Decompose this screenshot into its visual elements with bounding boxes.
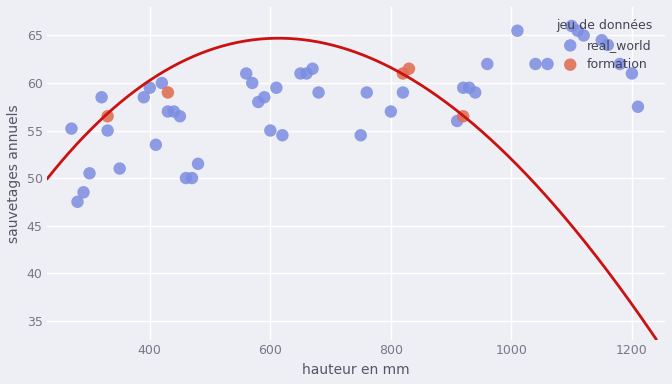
real_world xyxy=(187,175,198,181)
real_world xyxy=(482,61,493,67)
formation xyxy=(102,113,113,119)
real_world xyxy=(579,32,589,38)
real_world xyxy=(144,84,155,91)
real_world xyxy=(163,108,173,114)
real_world xyxy=(458,84,468,91)
real_world xyxy=(614,61,625,67)
real_world xyxy=(542,61,553,67)
real_world xyxy=(84,170,95,176)
real_world xyxy=(355,132,366,138)
real_world xyxy=(362,89,372,96)
formation xyxy=(398,70,409,76)
real_world xyxy=(573,28,583,34)
formation xyxy=(163,89,173,96)
real_world xyxy=(470,89,480,96)
real_world xyxy=(157,80,167,86)
formation xyxy=(404,66,415,72)
real_world xyxy=(241,70,251,76)
real_world xyxy=(301,70,312,76)
real_world xyxy=(398,89,409,96)
real_world xyxy=(452,118,462,124)
formation xyxy=(458,113,468,119)
Legend: real_world, formation: real_world, formation xyxy=(550,13,659,77)
real_world xyxy=(602,42,613,48)
real_world xyxy=(66,126,77,132)
real_world xyxy=(114,166,125,172)
real_world xyxy=(530,61,541,67)
real_world xyxy=(193,161,204,167)
real_world xyxy=(169,108,179,114)
real_world xyxy=(271,84,282,91)
real_world xyxy=(181,175,192,181)
real_world xyxy=(102,127,113,134)
real_world xyxy=(386,108,396,114)
real_world xyxy=(307,66,318,72)
real_world xyxy=(464,84,474,91)
real_world xyxy=(313,89,324,96)
real_world xyxy=(597,37,607,43)
real_world xyxy=(295,70,306,76)
Y-axis label: sauvetages annuels: sauvetages annuels xyxy=(7,104,21,243)
real_world xyxy=(512,28,523,34)
real_world xyxy=(72,199,83,205)
X-axis label: hauteur en mm: hauteur en mm xyxy=(302,363,410,377)
real_world xyxy=(626,70,637,76)
real_world xyxy=(632,104,643,110)
real_world xyxy=(277,132,288,138)
real_world xyxy=(151,142,161,148)
real_world xyxy=(96,94,107,100)
real_world xyxy=(247,80,257,86)
real_world xyxy=(175,113,185,119)
real_world xyxy=(138,94,149,100)
real_world xyxy=(265,127,276,134)
real_world xyxy=(259,94,269,100)
real_world xyxy=(78,189,89,195)
real_world xyxy=(566,23,577,29)
real_world xyxy=(253,99,263,105)
